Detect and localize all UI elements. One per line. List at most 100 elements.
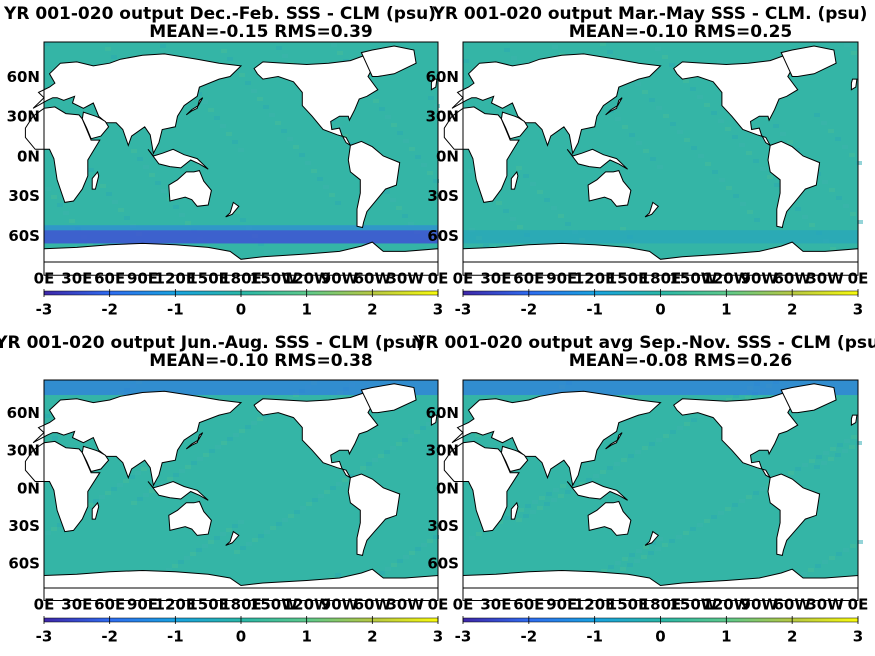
arabia-land [500, 111, 529, 140]
lon-tick-label: 90W [741, 270, 779, 288]
indonesia-land [147, 480, 209, 501]
anomaly-cell [88, 168, 94, 172]
anomaly-cell [323, 185, 329, 189]
fresh-anomaly-edge [44, 225, 438, 231]
anomaly-cell [87, 243, 93, 247]
anomaly-cell [801, 572, 807, 576]
anomaly-cell [836, 196, 842, 200]
arctic-fresh-anomaly [463, 380, 858, 396]
anomaly-cell [396, 442, 402, 446]
anomaly-cell [384, 450, 390, 454]
axes-frame [462, 41, 859, 263]
anomaly-cell [396, 206, 402, 210]
anomaly-cell [821, 461, 827, 465]
lon-tick-label: 150E [607, 596, 649, 614]
anomaly-cell [530, 510, 536, 514]
lon-tick-label: 90E [127, 270, 158, 288]
anomaly-cell [739, 143, 745, 147]
anomaly-cell [336, 482, 342, 486]
lon-tick-label: 60E [513, 270, 544, 288]
anomaly-cell [732, 135, 738, 139]
anomaly-cell [774, 183, 780, 187]
lon-tick-label: 60W [354, 270, 392, 288]
anomaly-cell [354, 470, 360, 474]
anomaly-cell [705, 162, 711, 166]
anomaly-cell [629, 133, 635, 137]
anomaly-cell [835, 137, 841, 141]
anomaly-cell [725, 507, 731, 511]
anomaly-cell [233, 433, 239, 437]
lat-tick-label: 60S [8, 554, 40, 572]
anomaly-cell [622, 557, 628, 561]
anomaly-cell [311, 169, 317, 173]
lon-tick-label: 60W [354, 596, 392, 614]
anomaly-cell [276, 46, 282, 50]
greenland-land [780, 383, 837, 414]
anomaly-cell [677, 130, 683, 134]
colorbar-tick-label: 3 [433, 301, 443, 319]
anomaly-cell [306, 502, 312, 506]
anomaly-cell [642, 446, 648, 450]
lon-tick-label: 120W [283, 596, 331, 614]
anomaly-cell [172, 564, 178, 568]
anomaly-cell [635, 450, 641, 454]
anomaly-cell [677, 426, 683, 430]
anomaly-cell [215, 445, 221, 449]
anomaly-cell [179, 213, 185, 217]
colorbar-tick-label: 1 [301, 301, 311, 319]
anomaly-cell [281, 129, 287, 133]
colorbar-tick-label: -2 [101, 301, 118, 319]
colorbar-tick-label: 1 [721, 301, 731, 319]
panel-stats: MEAN=-0.10 RMS=0.25 [569, 22, 793, 42]
anomaly-cell [426, 246, 432, 250]
anomaly-cell [717, 60, 723, 64]
anomaly-cell [851, 435, 857, 439]
anomaly-cell [221, 49, 227, 53]
anomaly-cell [684, 422, 690, 426]
anomaly-cell [615, 117, 621, 121]
anomaly-cell [214, 116, 220, 120]
colorbar-tick-label: -1 [167, 301, 184, 319]
indonesia-land [566, 148, 628, 170]
anomaly-cell [402, 214, 408, 218]
northamerica-land [253, 51, 379, 147]
lon-tick-label: 120E [155, 596, 197, 614]
anomaly-cell [537, 506, 543, 510]
anomaly-cell [504, 516, 510, 520]
anomaly-cell [560, 484, 566, 488]
anomaly-cell [166, 52, 172, 56]
lon-tick-label: 60W [773, 270, 811, 288]
lon-tick-label: 120E [155, 270, 197, 288]
anomaly-cell [642, 90, 648, 94]
axes-frame [43, 379, 439, 589]
anomaly-cell [403, 555, 409, 559]
panel-title: YR 001-020 output Dec.-Feb. SSS - CLM (p… [3, 4, 436, 24]
anomaly-cell [468, 169, 474, 173]
japan-land [605, 97, 623, 116]
lat-tick-label: 60N [7, 404, 40, 422]
anomaly-cell [857, 220, 863, 224]
greenland-land [360, 383, 417, 414]
anomaly-cell [649, 442, 655, 446]
panel-stats: MEAN=-0.08 RMS=0.26 [569, 351, 793, 371]
anomaly-cell [795, 467, 801, 471]
anomaly-cell [135, 471, 141, 475]
lon-tick-label: 120E [574, 270, 616, 288]
map-panel-3: YR 001-020 output Jun.-Aug. SSS - CLM (p… [0, 333, 448, 646]
colorbar-tick-label: 3 [433, 628, 443, 646]
lat-tick-label: 0N [436, 147, 459, 165]
anomaly-cell [111, 487, 117, 491]
anomaly-cell [234, 210, 240, 214]
southamerica-land [347, 140, 401, 229]
anomaly-cell [348, 142, 354, 146]
lon-tick-label: 150W [669, 596, 717, 614]
anomaly-cell [691, 418, 697, 422]
lon-tick-label: 30W [806, 596, 844, 614]
anomaly-cell [837, 443, 843, 447]
greenland-land [360, 45, 417, 77]
anomaly-cell [185, 221, 191, 225]
panel-title: YR 001-020 output Jun.-Aug. SSS - CLM (p… [0, 333, 425, 353]
anomaly-cell [106, 192, 112, 196]
anomaly-cell [657, 537, 663, 541]
southamerica-land [767, 140, 821, 229]
